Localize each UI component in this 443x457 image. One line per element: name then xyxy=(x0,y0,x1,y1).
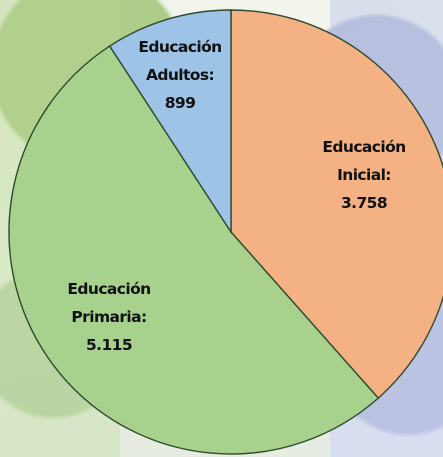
pie-slices xyxy=(8,9,443,455)
slice-value-0: 3.758 xyxy=(341,194,387,212)
slice-label-line-2-0: Educación xyxy=(138,38,221,56)
slice-value-2: 899 xyxy=(165,94,196,112)
slice-label-line-2-1: Adultos: xyxy=(146,66,214,84)
pie-slice-2 xyxy=(108,9,232,235)
slice-label-0: Educación Inicial: 3.758 xyxy=(322,138,405,212)
slice-label-line-0-1: Inicial: xyxy=(337,166,391,184)
slice-label-line-1-1: Primaria: xyxy=(71,308,146,326)
pie-slice-0 xyxy=(230,9,443,400)
pie-slice-1 xyxy=(8,45,380,455)
slice-value-1: 5.115 xyxy=(86,336,132,354)
slice-label-2: Educación Adultos: 899 xyxy=(138,38,221,112)
pie-labels: Educación Inicial: 3.758 Educación Primaria:… xyxy=(67,38,406,354)
slice-label-1: Educación Primaria: 5.115 xyxy=(67,280,150,354)
slice-label-line-0-0: Educación xyxy=(322,138,405,156)
slice-label-line-1-0: Educación xyxy=(67,280,150,298)
